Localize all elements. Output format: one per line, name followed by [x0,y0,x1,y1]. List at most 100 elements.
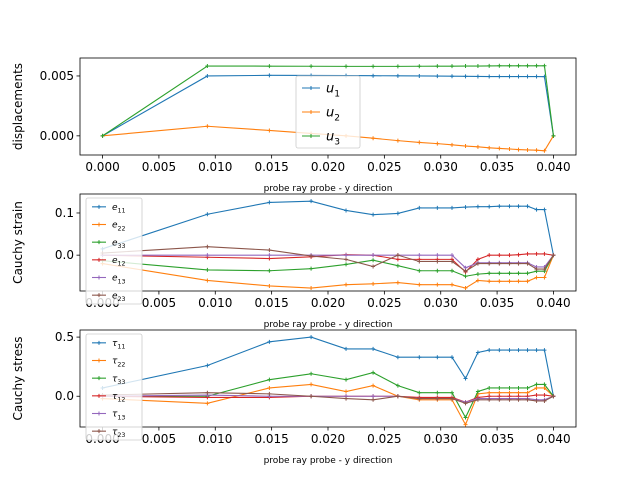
data-point-e33 [417,268,422,273]
axes-frame [79,193,577,292]
data-point-e13 [371,253,376,258]
y-tick-label: 0.5 [55,330,74,344]
data-point-e22 [463,286,468,291]
data-point-t33 [497,385,502,390]
x-tick-label: 0.005 [142,160,176,174]
data-point-u3 [395,64,400,69]
series-line-t22 [102,383,554,426]
chart-panel-1: 0.000 0.005 0.010 0.015 0.020 0.025 0.030 0.035… [11,57,577,194]
data-point-e23 [487,261,492,266]
data-point-u1 [487,74,492,79]
data-point-t11 [371,346,376,351]
data-point-u2 [497,146,502,151]
x-tick-label: 0.020 [311,432,345,446]
data-point-u1 [395,73,400,78]
x-tick-label: 0.030 [424,296,458,310]
data-point-e33 [309,266,314,271]
data-point-u2 [450,142,454,147]
data-point-e13 [344,253,349,258]
chart-panel-2: 0.0000.0050.0100.0150.0200.0250.0300.035… [11,193,577,330]
legend: τ11 τ22 τ33 τ12 τ13 τ23 [85,333,143,441]
data-point-e22 [497,279,502,284]
data-point-t11 [344,346,349,351]
data-point-t12 [534,393,539,398]
data-point-t23 [267,391,272,396]
x-tick-label: 0.025 [367,160,401,174]
data-point-e33 [450,268,454,273]
data-point-t11 [450,355,454,360]
data-point-t23 [542,398,547,403]
data-point-t11 [542,348,547,353]
legend-marker-t11 [97,340,101,345]
legend-box [85,333,143,441]
axes-frame [79,329,577,428]
data-point-u3 [371,64,376,69]
data-point-t11 [417,355,422,360]
data-point-u3 [450,64,454,69]
y-axis-label: displacements [11,63,25,150]
data-point-u2 [487,145,492,150]
data-point-t11 [497,348,502,353]
data-point-u3 [534,63,539,68]
data-point-e13 [435,253,440,258]
data-point-t22 [542,385,547,390]
data-point-e22 [267,283,272,288]
data-point-e23 [507,261,512,266]
data-point-t23 [525,397,530,402]
data-point-u3 [463,64,468,69]
data-point-u3 [551,133,556,138]
data-point-e22 [450,282,454,287]
data-point-e11 [205,212,210,217]
data-point-t23 [463,401,468,406]
data-point-u3 [100,133,105,138]
data-point-u3 [309,64,314,69]
data-point-e33 [487,271,492,276]
legend-marker-e33 [97,240,101,245]
data-point-e33 [371,258,376,263]
legend-label-t22: τ22 [112,357,125,369]
legend-marker-t12 [97,393,101,398]
x-tick-label: 0.020 [311,160,345,174]
data-point-t12 [542,393,547,398]
legend-marker-e23 [97,293,101,298]
data-point-e33 [267,268,272,273]
y-axis-label: Cauchy stress [11,337,25,421]
data-point-t33 [463,415,468,420]
legend-marker-t23 [97,429,101,434]
data-point-e22 [507,279,512,284]
data-point-u1 [417,73,422,78]
data-point-e33 [463,274,468,279]
data-point-u1 [516,74,521,79]
data-point-t33 [435,390,440,395]
data-point-t11 [525,348,530,353]
series-line-e33 [102,254,554,277]
data-point-u3 [507,63,512,68]
x-tick-label: 0.035 [480,160,514,174]
data-point-e33 [516,271,521,276]
data-point-e12 [542,251,547,256]
x-tick-label: 0.005 [142,432,176,446]
data-point-t23 [516,397,521,402]
data-point-t22 [267,385,272,390]
y-axis-label: Cauchy strain [11,201,25,284]
data-point-e12 [525,251,530,256]
data-point-e23 [497,261,502,266]
data-point-e11 [516,204,521,209]
legend-label-t33: τ33 [112,374,125,386]
data-point-e13 [450,253,454,258]
legend-marker-t13 [97,411,101,416]
data-point-t23 [435,396,440,401]
legend-label-e23: e23 [112,291,126,303]
data-point-t33 [542,382,547,387]
data-point-e13 [463,265,468,270]
data-point-e23 [542,267,547,272]
data-point-e23 [450,259,454,264]
data-point-t23 [487,397,492,402]
data-point-e12 [487,253,492,258]
data-point-e23 [344,257,349,262]
data-point-u1 [267,73,272,78]
data-point-e12 [497,253,502,258]
data-point-e11 [542,207,547,212]
legend-marker-t33 [97,376,101,381]
legend-box [295,75,361,149]
